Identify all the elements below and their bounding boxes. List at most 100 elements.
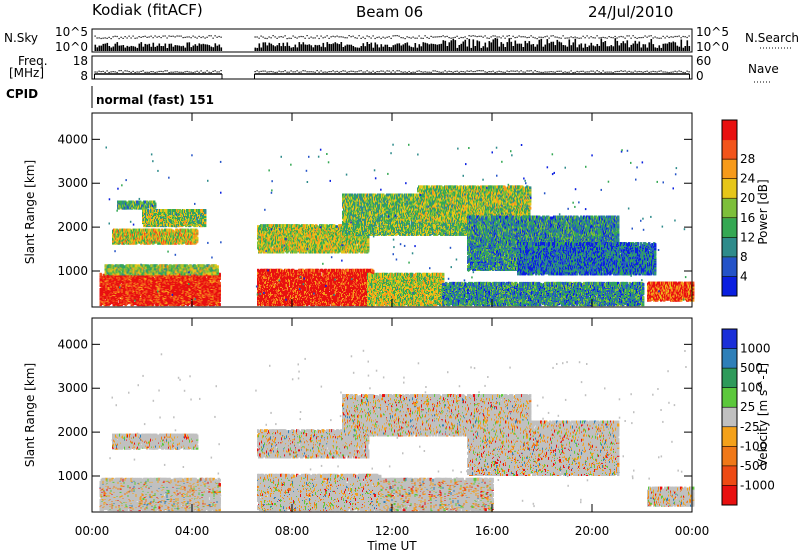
nsky-bar (684, 46, 687, 51)
nsky-bar (200, 44, 203, 51)
power-cell (133, 302, 136, 306)
nave-dot (114, 71, 116, 73)
nsearch-dot (292, 35, 294, 37)
nsky-bar (604, 41, 607, 51)
nsky-bar (404, 43, 407, 51)
nsearch-dot (148, 36, 150, 38)
nsky-bar (376, 44, 379, 51)
nsky-bar (400, 45, 403, 51)
nsearch-dot (134, 37, 136, 39)
nsearch-dot (504, 37, 506, 39)
nsearch-dot (384, 37, 386, 39)
nave-dot (102, 70, 104, 72)
nave-dot (426, 71, 428, 73)
nsky-bar (496, 38, 499, 51)
nave-dot (592, 70, 594, 72)
nsearch-dot (294, 36, 296, 38)
power-cell (107, 287, 110, 290)
nsky-bar (284, 46, 287, 51)
nsearch-dot (220, 36, 222, 38)
nsky-bar (286, 42, 289, 51)
nave-dot (94, 71, 96, 73)
nsky-bar (410, 46, 413, 51)
nsearch-dot (316, 35, 318, 37)
nave-dot (142, 70, 144, 72)
nsearch-dot (152, 37, 154, 39)
nsearch-dot (300, 35, 302, 38)
nsky-bar (558, 41, 561, 51)
nsearch-dot (664, 37, 666, 39)
nsearch-dot (332, 35, 334, 37)
nsearch-dot (194, 36, 196, 38)
nave-dot (364, 71, 366, 73)
nsearch-dot (686, 36, 688, 39)
nsearch-dot (678, 35, 680, 37)
nsky-bar (608, 46, 611, 51)
nsky-bar (560, 42, 563, 51)
nsearch-dot (342, 36, 344, 38)
nsearch-dot (96, 37, 98, 39)
nave-dot (388, 70, 390, 72)
nave-dot (112, 71, 114, 73)
nsky-bar (336, 43, 339, 51)
nsearch-dot (642, 36, 644, 39)
nsky-bar (472, 39, 475, 51)
nsearch-dot (130, 37, 132, 39)
nave-dot (586, 71, 588, 73)
nsearch-dot (326, 35, 328, 37)
nave-dot (576, 70, 578, 73)
nsky-bar (466, 46, 469, 51)
nsky-bar (102, 43, 105, 51)
nave-dot (452, 71, 454, 73)
nave-dot (334, 71, 336, 73)
nave-dot (100, 71, 102, 73)
nsky-bar (386, 44, 389, 51)
nsearch-dot (450, 37, 452, 39)
nave-dot (668, 72, 670, 74)
nave-dot (554, 71, 556, 73)
nsky-bar (490, 42, 493, 51)
nsearch-dot (162, 35, 164, 37)
nsearch-dot (578, 37, 580, 39)
nsky-bar (592, 45, 595, 51)
nsearch-dot (594, 37, 596, 39)
nsky-bar (268, 42, 271, 51)
nave-dot (664, 71, 666, 73)
nsearch-dot (318, 37, 320, 40)
nsky-bar (110, 47, 113, 51)
nsky-bar (538, 39, 541, 51)
nave-dot (500, 71, 502, 73)
nsky-bar (620, 43, 623, 51)
nave-dot (312, 71, 314, 73)
nsky-bar (500, 42, 503, 51)
nsky-bar (464, 39, 467, 51)
nave-dot (634, 70, 636, 72)
nsky-bar (152, 42, 155, 51)
nsearch-dot (634, 36, 636, 39)
nave-dot (494, 71, 496, 74)
nave-dot (682, 71, 684, 73)
nsearch-dot (452, 37, 454, 39)
nave-dot (534, 70, 536, 72)
nsky-bar (486, 47, 489, 51)
nsearch-dot (310, 36, 312, 38)
nsky-bar (648, 42, 651, 51)
nave-dot (328, 71, 330, 73)
cpid-value: normal (fast) 151 (96, 93, 214, 107)
nsearch-dot (526, 37, 528, 39)
nsearch-dot (688, 35, 690, 37)
nave-dot (390, 71, 392, 73)
nave-dot (516, 70, 518, 72)
power-cell (134, 278, 137, 282)
nsky-bar (658, 45, 661, 51)
nsearch-dot (570, 36, 572, 38)
nsearch-dot (376, 36, 378, 39)
nsky-bar (686, 40, 689, 51)
nave-dot (648, 71, 650, 73)
nave-dot (150, 71, 152, 73)
nsearch-dot (274, 36, 276, 38)
power-cell (103, 287, 106, 290)
power-cell (126, 297, 129, 301)
nave-dot (302, 70, 304, 72)
power-cell (124, 289, 127, 292)
